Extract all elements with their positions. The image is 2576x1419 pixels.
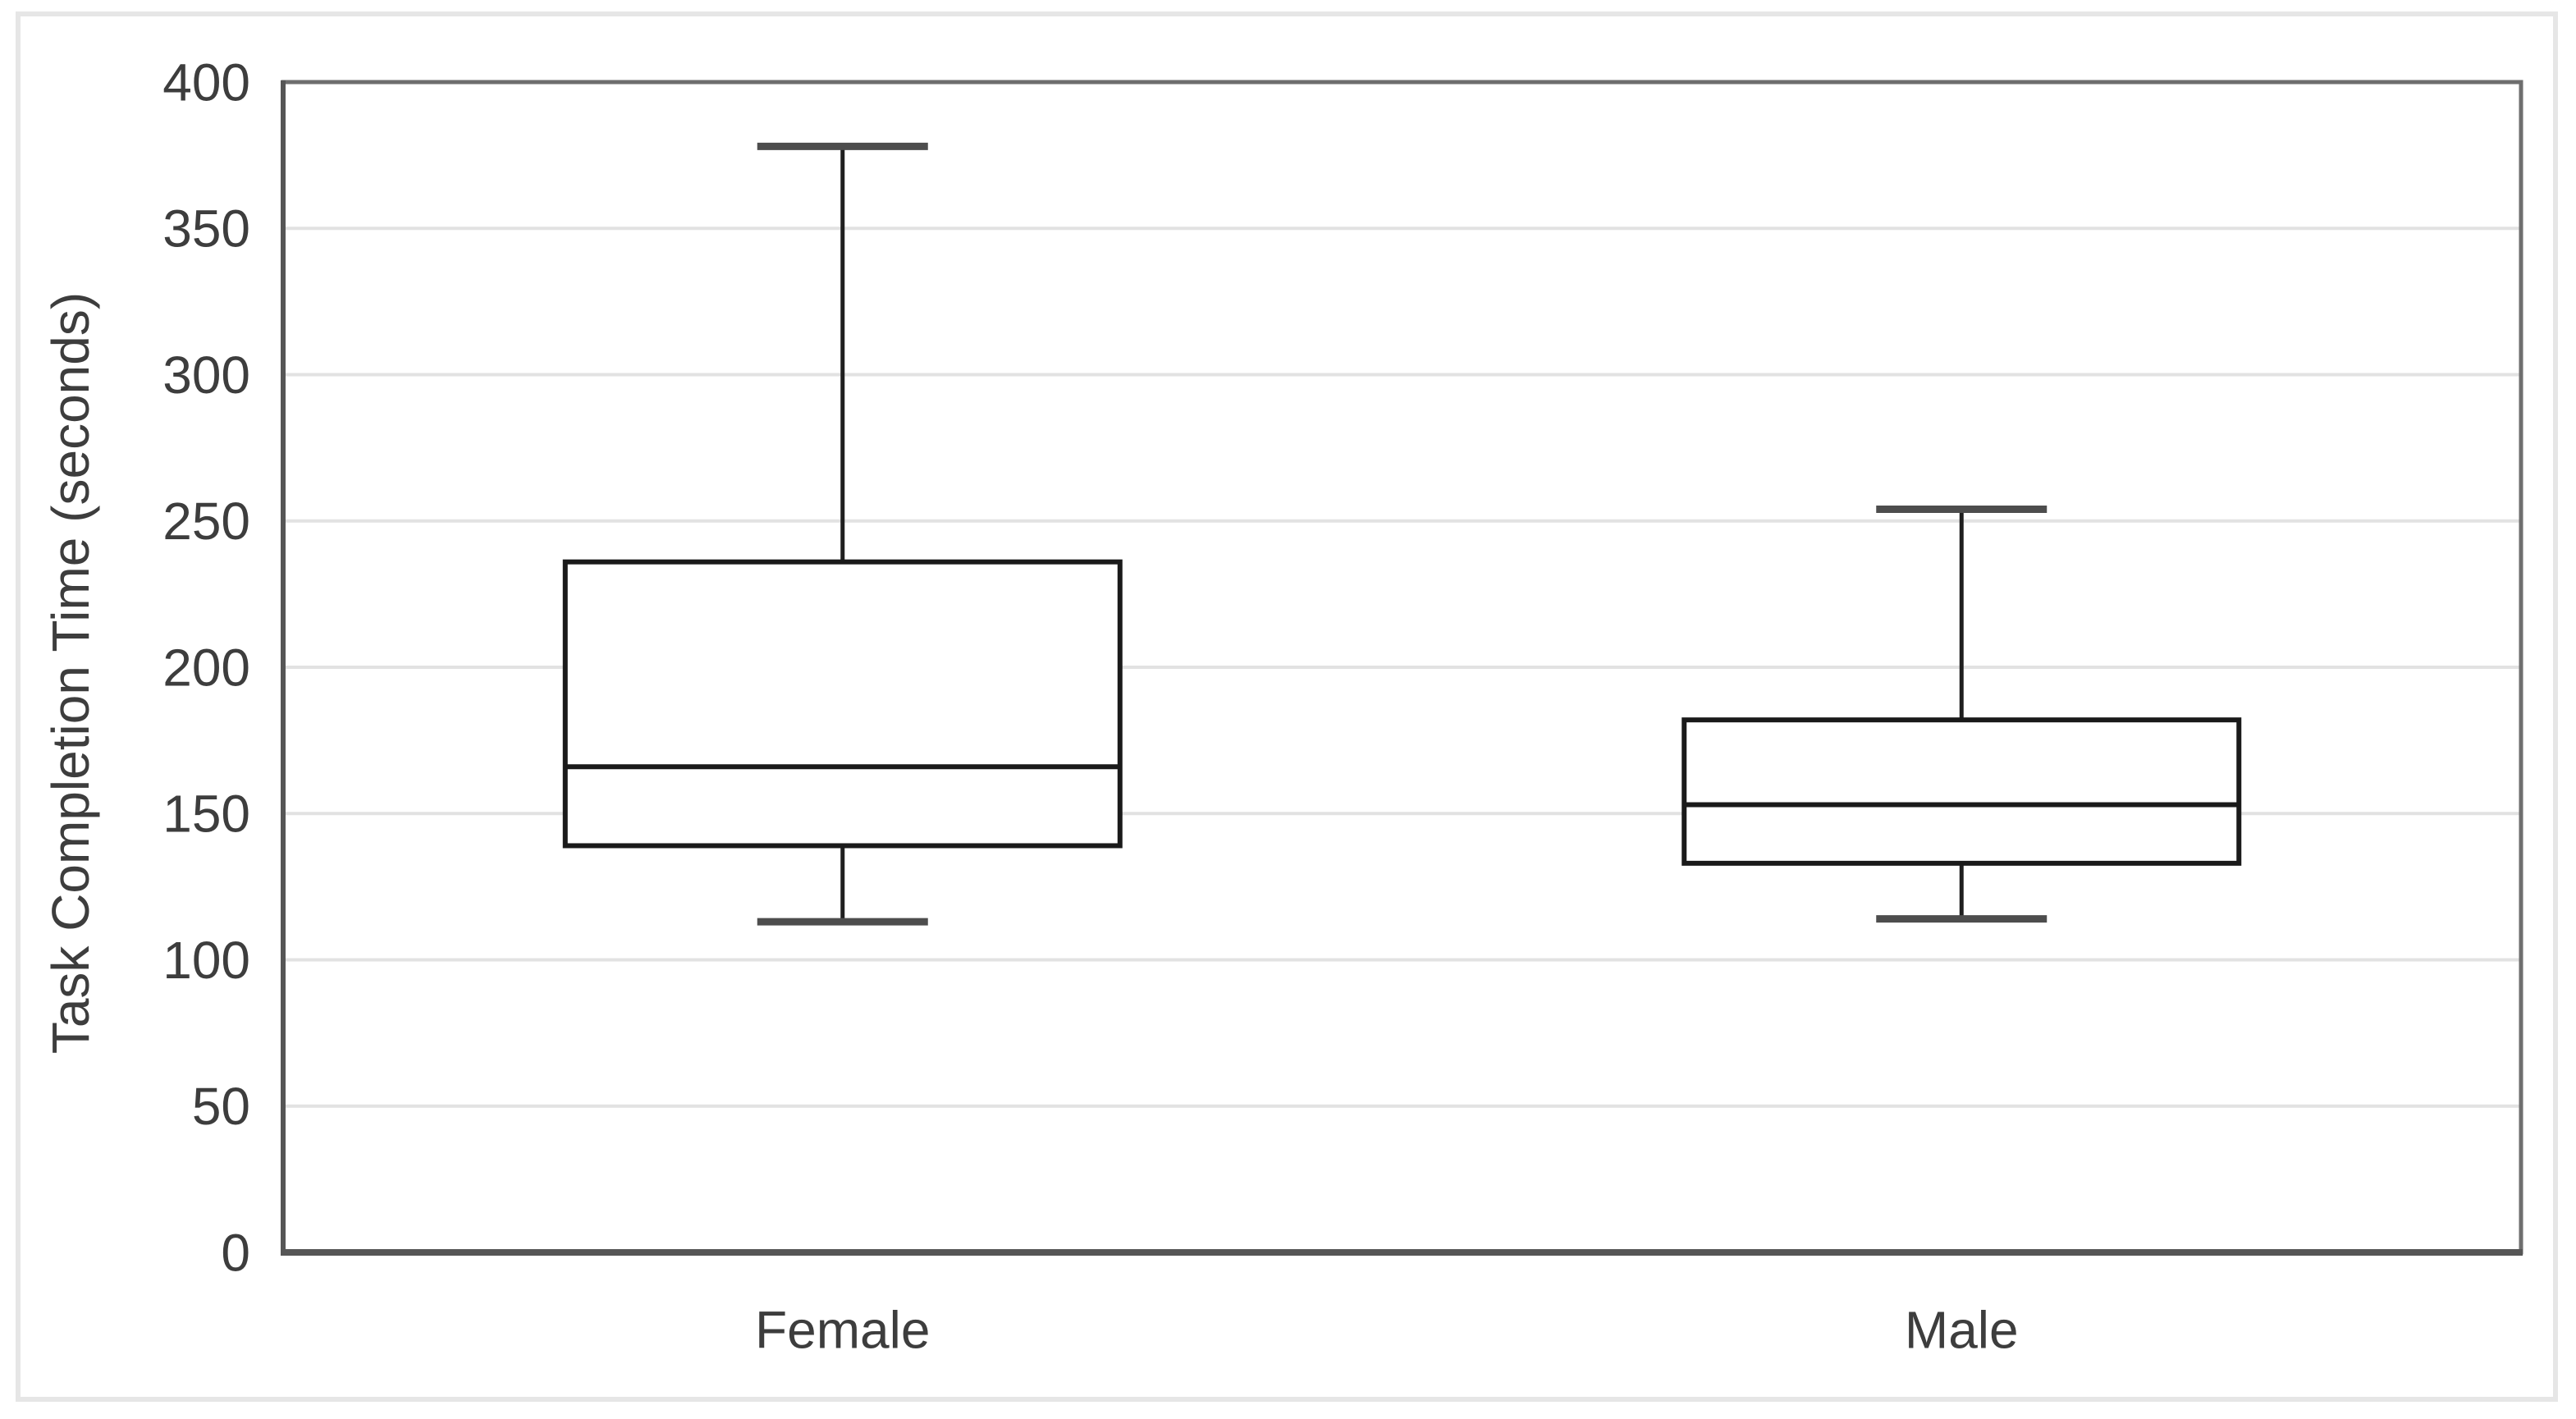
y-tick-label-150: 150 <box>162 785 250 844</box>
y-axis-title: Task Completion Time (seconds) <box>41 292 100 1054</box>
y-tick-label-200: 200 <box>162 638 250 697</box>
female-box <box>562 559 1123 849</box>
y-tick-label-250: 250 <box>162 492 250 551</box>
box-series-group <box>562 142 2242 926</box>
y-tick-label-50: 50 <box>192 1077 250 1136</box>
axis-lines-group <box>281 80 2523 1256</box>
gridlines-group <box>283 227 2521 1108</box>
y-tick-labels-group: 0 50 100 150 200 250 300 350 400 <box>162 53 250 1282</box>
y-tick-label-400: 400 <box>162 53 250 112</box>
figure-border <box>16 11 2558 1402</box>
y-tick-label-0: 0 <box>221 1223 250 1282</box>
y-tick-label-350: 350 <box>162 199 250 259</box>
category-label-male: Male <box>1905 1300 2019 1359</box>
y-tick-label-300: 300 <box>162 346 250 405</box>
y-tick-label-100: 100 <box>162 931 250 990</box>
category-label-female: Female <box>755 1300 930 1359</box>
category-labels-group: Female Male <box>755 1300 2019 1359</box>
male-box <box>1681 717 2242 866</box>
